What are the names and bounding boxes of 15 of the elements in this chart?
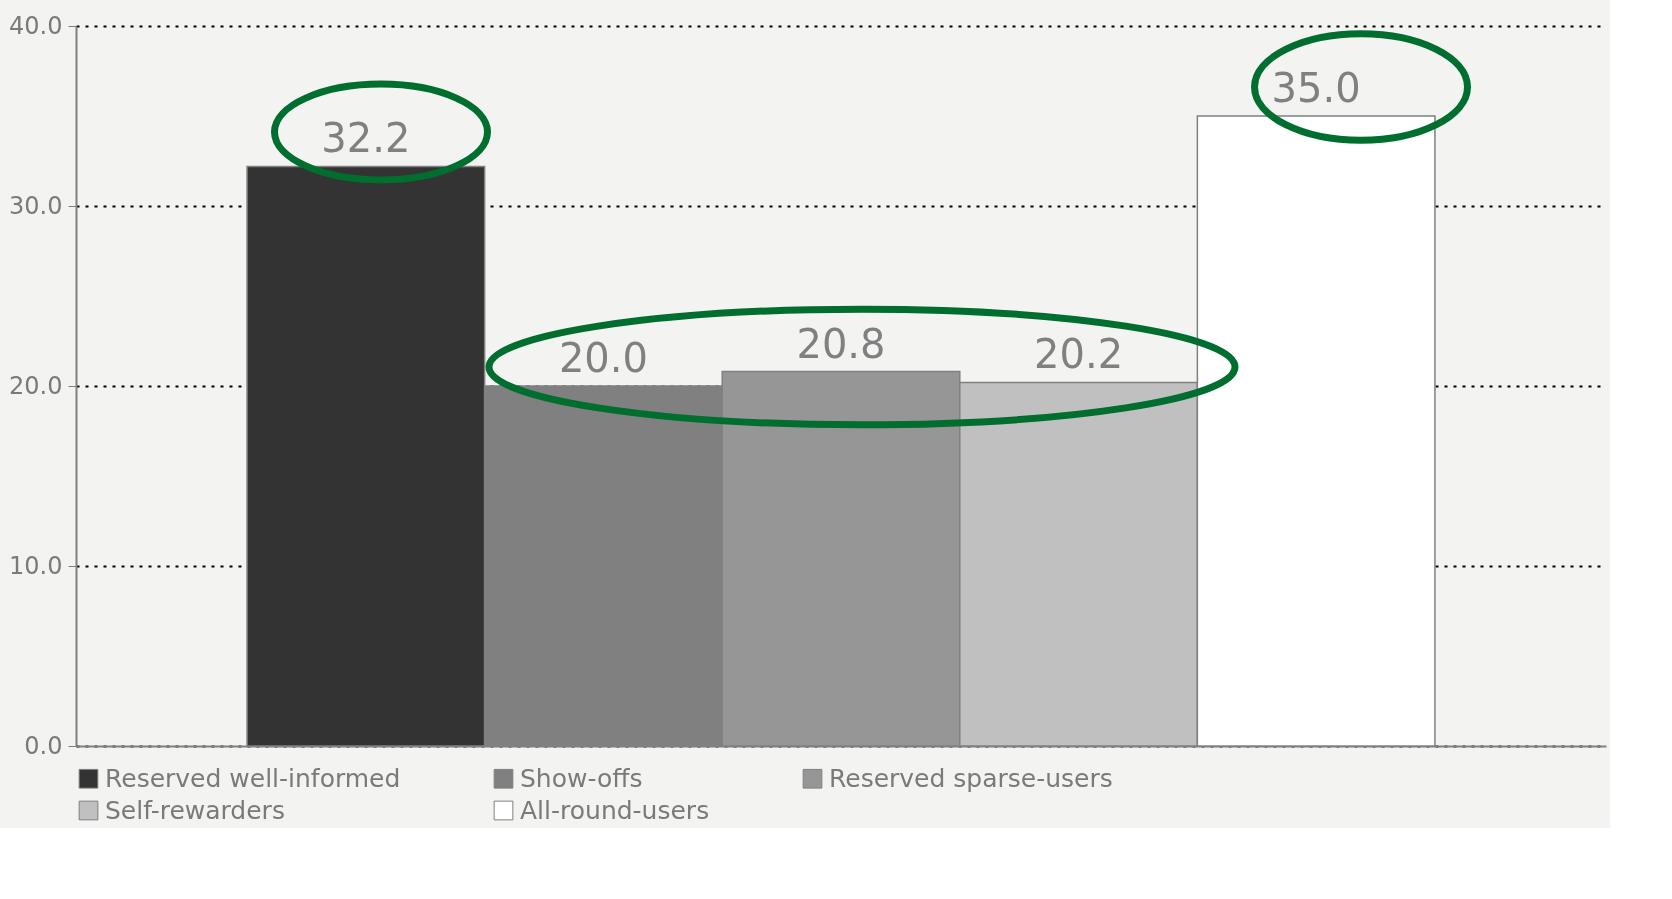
data-label: 35.0 <box>1271 65 1361 111</box>
y-tick-label: 30.0 <box>9 191 63 220</box>
legend-label: All-round-users <box>520 795 710 825</box>
y-tick-label: 20.0 <box>9 371 63 400</box>
y-tick-label: 0.0 <box>24 731 63 760</box>
y-tick-label: 10.0 <box>9 551 63 580</box>
data-label: 20.2 <box>1034 331 1124 378</box>
data-label: 32.2 <box>321 115 411 162</box>
legend-label: Reserved sparse-users <box>829 763 1113 793</box>
legend-label: Show-offs <box>520 763 643 793</box>
legend-label: Self-rewarders <box>105 795 285 825</box>
data-label: 20.0 <box>558 335 648 381</box>
legend-label: Reserved well-informed <box>105 763 401 793</box>
y-tick-label: 40.0 <box>9 11 63 40</box>
data-label: 20.8 <box>796 320 886 367</box>
